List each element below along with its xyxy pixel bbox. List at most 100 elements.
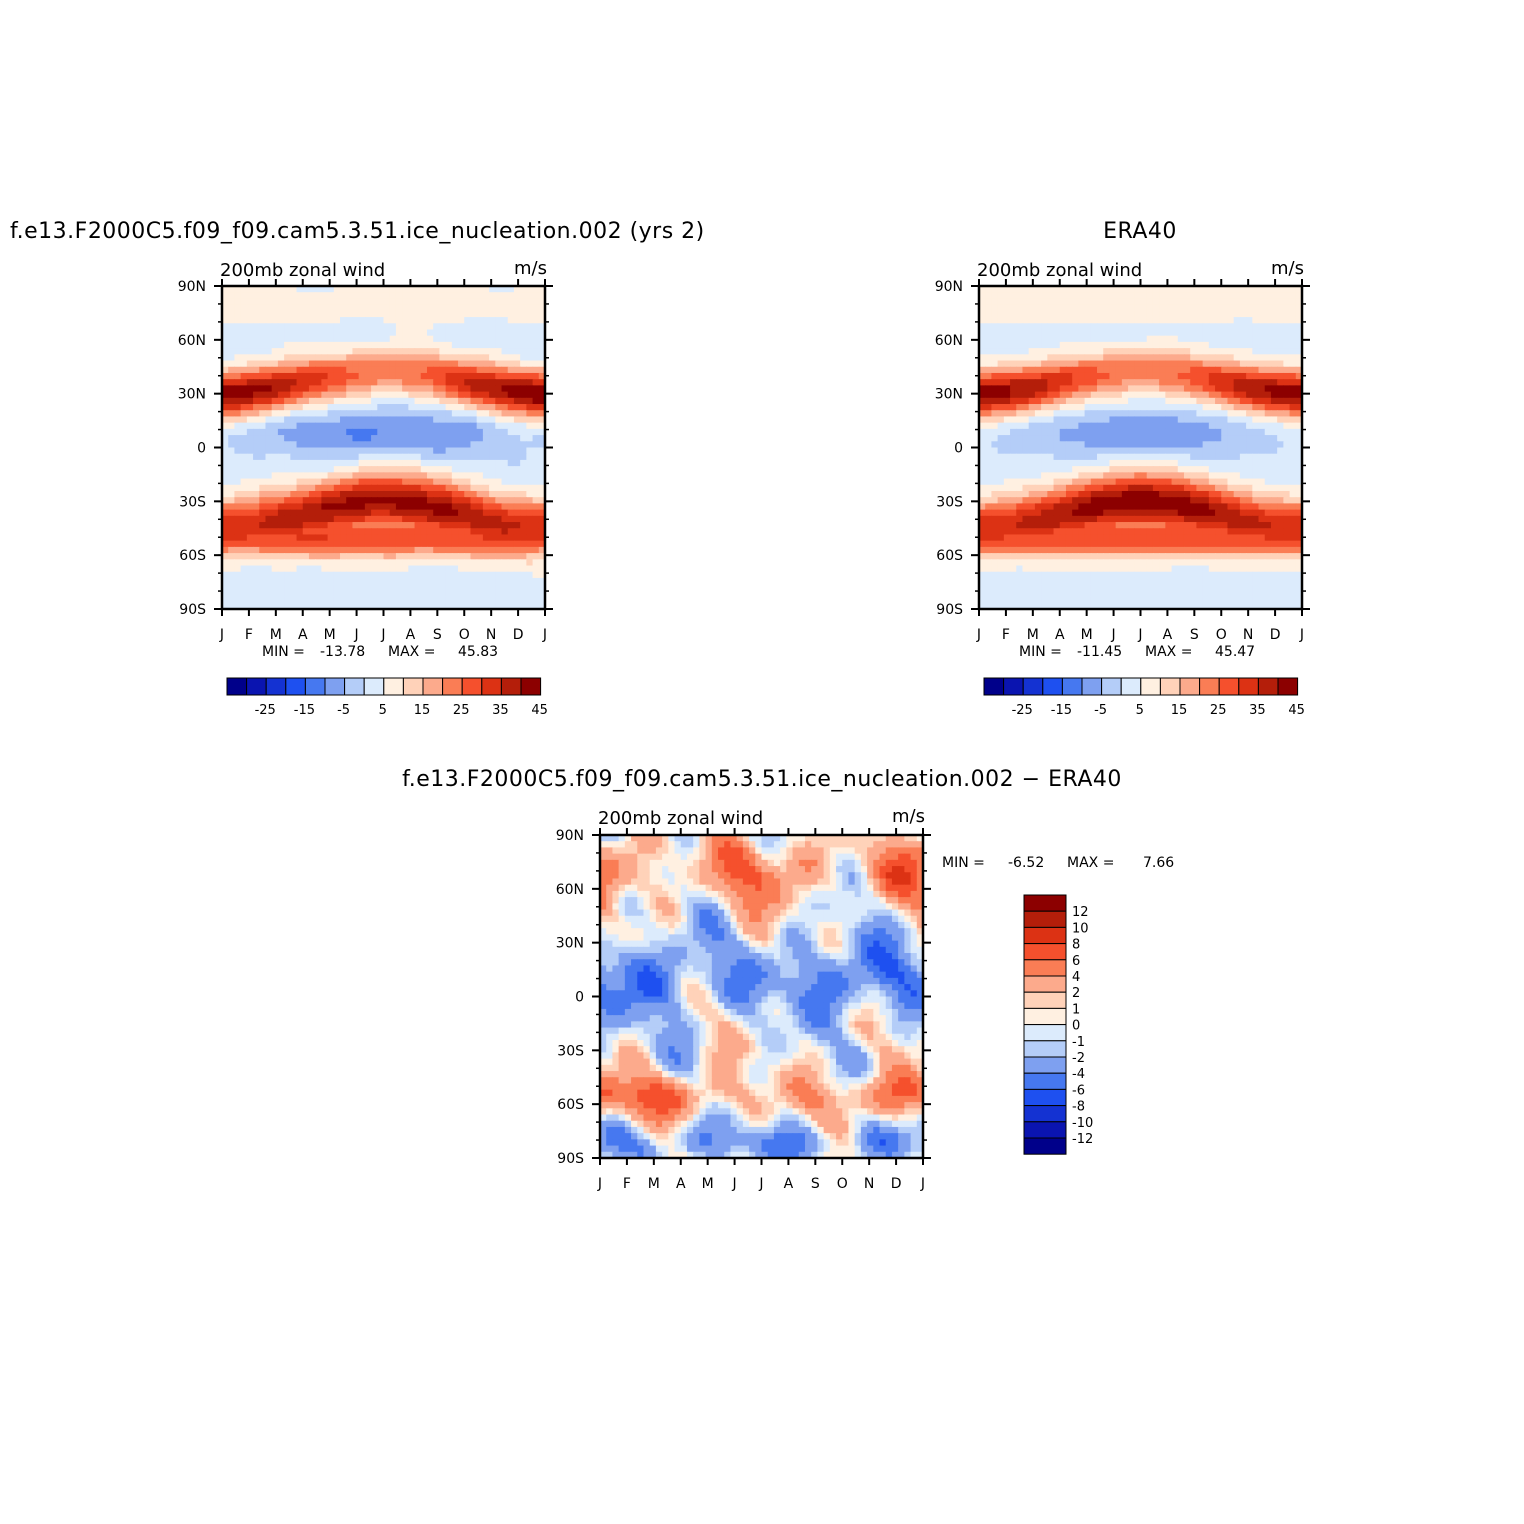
model-cell [433, 435, 440, 442]
obs-cell [1072, 391, 1079, 399]
model-cell [395, 435, 403, 442]
model-cell [420, 602, 428, 610]
model-cell [271, 404, 279, 411]
obs-cell [1283, 410, 1291, 418]
model-cell [532, 559, 540, 567]
model-cell [265, 490, 273, 498]
model-cell [228, 602, 236, 610]
model-cell [495, 404, 503, 411]
obs-cell [1028, 540, 1036, 548]
model-cell [321, 404, 329, 411]
obs-cell [1078, 422, 1086, 430]
model-cell [383, 422, 391, 430]
model-cell [290, 341, 298, 349]
model-cell [222, 590, 229, 598]
model-cell [277, 534, 285, 542]
model-cell [476, 503, 484, 511]
model-cell [346, 478, 354, 486]
obs-cell [991, 391, 999, 399]
model-cell [495, 509, 503, 517]
model-colorbar-swatch [304, 677, 326, 696]
model-cell [308, 385, 316, 393]
obs-cell [1041, 310, 1048, 318]
model-cell [420, 515, 428, 523]
model-cell [259, 584, 267, 591]
obs-cell [1146, 459, 1154, 467]
obs-cell [985, 422, 993, 430]
model-cell [513, 590, 521, 598]
obs-cell [1003, 404, 1011, 411]
model-cell [426, 484, 434, 492]
model-cell [222, 515, 229, 523]
obs-cell [1277, 410, 1284, 418]
model-cell [482, 534, 490, 542]
obs-cell [1047, 385, 1055, 393]
obs-cell [1097, 497, 1104, 504]
obs-cell [1047, 540, 1055, 548]
model-cell [470, 540, 478, 548]
obs-cell [1233, 453, 1241, 461]
obs-cell [1140, 292, 1148, 300]
model-cell [340, 341, 347, 349]
model-cell [395, 441, 403, 449]
obs-cell [1028, 366, 1036, 374]
obs-cell [1183, 310, 1191, 318]
obs-cell [1233, 497, 1241, 504]
obs-cell [1146, 323, 1154, 331]
obs-cell [1010, 348, 1017, 355]
model-cell [389, 453, 397, 461]
obs-cell [1078, 490, 1086, 498]
model-colorbar-swatch [285, 677, 306, 696]
obs-cell [1072, 292, 1079, 300]
obs-cell [1084, 385, 1092, 393]
obs-cell [1090, 310, 1098, 318]
obs-cell [1246, 404, 1253, 411]
model-cell [377, 397, 385, 405]
model-cell [445, 522, 453, 529]
obs-cell [985, 304, 993, 312]
model-cell [389, 348, 397, 355]
obs-cell [1239, 459, 1247, 467]
obs-cell [979, 335, 986, 343]
model-cell [259, 329, 267, 337]
obs-cell [1239, 292, 1247, 300]
obs-cell [1103, 286, 1111, 293]
model-cell [346, 372, 354, 380]
model-cell [489, 410, 496, 418]
model-cell [234, 410, 242, 418]
obs-cell [1196, 304, 1204, 312]
obs-cell [1146, 310, 1154, 318]
obs-cell [1016, 515, 1024, 523]
model-cell [321, 360, 329, 368]
model-cell [377, 503, 385, 511]
model-cell [277, 292, 285, 300]
model-cell [296, 466, 304, 473]
model-cell [259, 497, 267, 504]
model-cell [439, 528, 447, 536]
model-cell [364, 478, 372, 486]
model-cell [464, 590, 472, 598]
obs-cell [997, 286, 1005, 293]
obs-cell [1115, 534, 1123, 542]
model-cell [265, 428, 273, 436]
model-cell [383, 404, 391, 411]
obs-cell [1171, 435, 1179, 442]
model-cell [277, 528, 285, 536]
model-cell [464, 391, 472, 399]
obs-cell [1246, 441, 1253, 449]
model-cell [445, 286, 453, 293]
obs-cell [1109, 292, 1117, 300]
model-cell [383, 348, 391, 355]
obs-cell [997, 422, 1005, 430]
model-cell [358, 335, 366, 343]
model-cell [439, 534, 447, 542]
model-cell [501, 546, 509, 554]
model-cell [321, 497, 329, 504]
model-cell [346, 540, 354, 548]
model-cell [277, 441, 285, 449]
model-cell [470, 478, 478, 486]
model-cell [271, 509, 279, 517]
obs-cell [1065, 410, 1073, 418]
model-cell [476, 354, 484, 362]
model-cell [364, 515, 372, 523]
